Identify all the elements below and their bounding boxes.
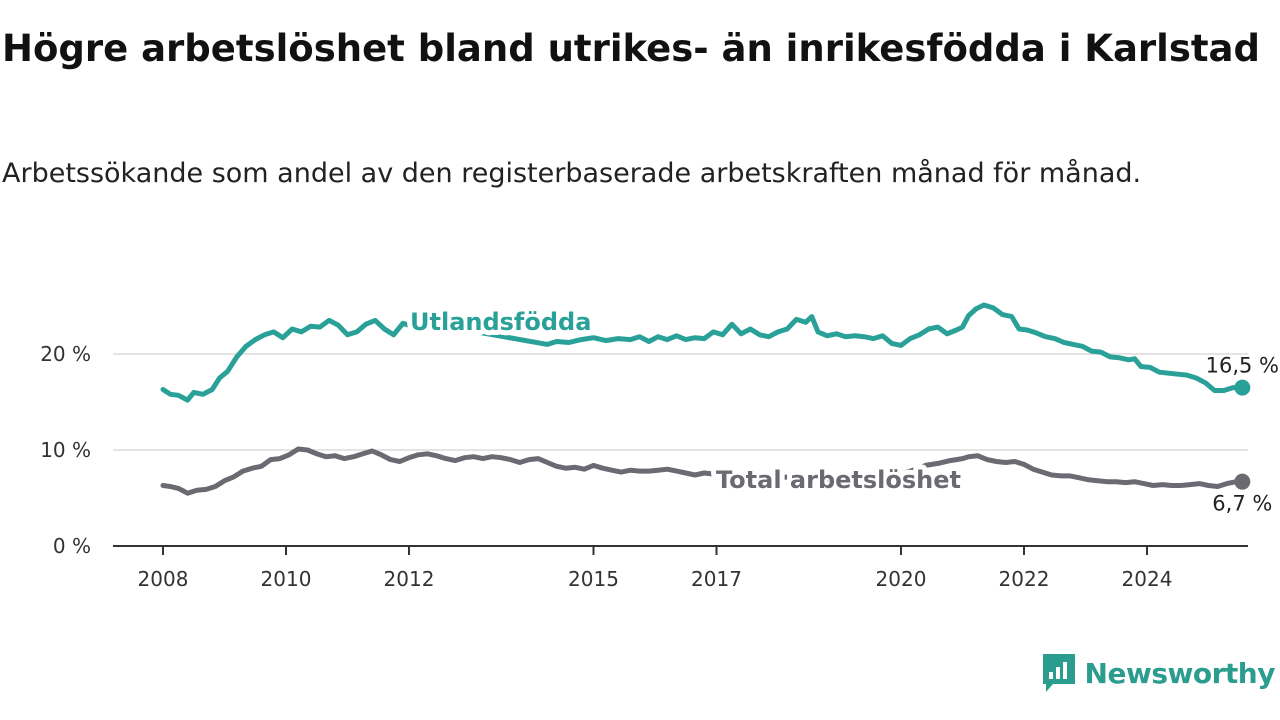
- x-tick-label: 2017: [691, 567, 742, 591]
- utlandsfodda-end-label: 16,5 %: [1206, 354, 1279, 378]
- x-tick-label: 2008: [138, 567, 189, 591]
- y-tick-label: 20 %: [40, 342, 91, 366]
- utlandsfodda-label: Utlandsfödda: [410, 308, 591, 336]
- x-tick-label: 2012: [384, 567, 435, 591]
- series-labels: 16,5 % Utlandsfödda 6,7 % Total arbetslöshe…: [405, 303, 1279, 516]
- newsworthy-brand: Newsworthy: [1041, 652, 1276, 694]
- x-tick-label: 2024: [1122, 567, 1173, 591]
- utlandsfodda-line: [160, 302, 1245, 403]
- total-arbetsloshet-line: [160, 446, 1245, 496]
- x-tick-label: 2015: [568, 567, 619, 591]
- x-tick-label: 2022: [999, 567, 1050, 591]
- chart-title: Högre arbetslöshet bland utrikes- än inr…: [2, 27, 1260, 70]
- series-layer: [160, 302, 1251, 496]
- y-tick-label: 10 %: [40, 438, 91, 462]
- chart-subtitle: Arbetssökande som andel av den registerb…: [2, 158, 1142, 189]
- gridlines: [113, 353, 1248, 451]
- x-tick-label: 2010: [261, 567, 312, 591]
- brand-name: Newsworthy: [1084, 656, 1276, 690]
- utlandsfodda-end-marker: [1234, 379, 1251, 396]
- x-axis: 2008 2010 2012 2015 2017 2020 2022 2024: [113, 545, 1248, 591]
- total-arbetsloshet-end-marker: [1234, 473, 1251, 490]
- y-tick-label: 0 %: [53, 534, 91, 558]
- x-tick-label: 2020: [876, 567, 927, 591]
- newsworthy-logo-icon: [1042, 654, 1075, 692]
- total-arbetsloshet-end-label: 6,7 %: [1212, 492, 1272, 516]
- y-axis-labels: 0 % 10 % 20 %: [40, 342, 91, 558]
- total-arbetsloshet-label: Total arbetslöshet: [716, 466, 961, 494]
